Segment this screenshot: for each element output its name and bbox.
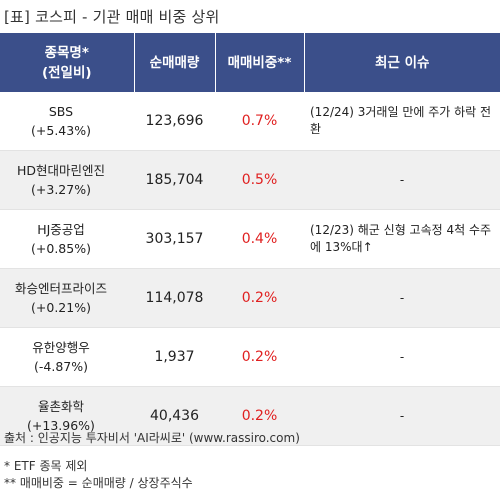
header-ratio: 매매비중**	[215, 33, 305, 92]
issue-cell: -	[304, 268, 500, 328]
ratio-cell: 0.5%	[215, 150, 304, 210]
volume-cell: 185,704	[134, 150, 215, 210]
stock-name: 율촌화학	[37, 399, 84, 414]
ratio-cell: 0.2%	[215, 268, 304, 328]
volume-cell: 303,157	[134, 209, 215, 269]
table-row: HD현대마린엔진 (+3.27%) 185,704 0.5% -	[0, 150, 500, 210]
issue-cell: (12/23) 해군 신형 고속정 4척 수주에 13%대↑	[304, 209, 500, 269]
stock-name: 화승엔터프라이즈	[14, 281, 107, 296]
stock-change: (+0.21%)	[31, 300, 91, 315]
volume-cell: 123,696	[134, 92, 215, 151]
stock-change: (+5.43%)	[31, 123, 91, 138]
trading-table: 종목명* (전일비) 순매매량 매매비중** 최근 이슈 SBS (+5.43%)…	[0, 33, 500, 446]
issue-cell: (12/24) 3거래일 만에 주가 하락 전환	[304, 92, 500, 151]
table-row: SBS (+5.43%) 123,696 0.7% (12/24) 3거래일 만에…	[0, 92, 500, 151]
header-name-sub: (전일비)	[41, 64, 92, 81]
stock-cell: SBS (+5.43%)	[0, 92, 134, 151]
ratio-cell: 0.2%	[215, 327, 304, 387]
stock-name: SBS	[48, 104, 74, 119]
stock-change: (+13.96%)	[27, 418, 95, 433]
table-row: 유한양행우 (-4.87%) 1,937 0.2% -	[0, 327, 500, 387]
stock-name: HD현대마린엔진	[16, 163, 106, 178]
stock-change: (+3.27%)	[31, 182, 91, 197]
stock-change: (+0.85%)	[31, 241, 91, 256]
footnote-ratio: ** 매매비중 = 순매매량 / 상장주식수	[4, 476, 193, 490]
stock-name: 유한양행우	[32, 340, 90, 355]
header-issue: 최근 이슈	[304, 33, 500, 92]
issue-cell: -	[304, 386, 500, 446]
stock-cell: 율촌화학 (+13.96%)	[0, 386, 134, 446]
ratio-cell: 0.7%	[215, 92, 304, 151]
stock-cell: 화승엔터프라이즈 (+0.21%)	[0, 268, 134, 328]
source-text: 출처 : 인공지능 투자비서 'AI라씨로' (www.rassiro.com)	[4, 431, 300, 445]
stock-cell: 유한양행우 (-4.87%)	[0, 327, 134, 387]
table-row: HJ중공업 (+0.85%) 303,157 0.4% (12/23) 해군 신형…	[0, 209, 500, 269]
table-row: 화승엔터프라이즈 (+0.21%) 114,078 0.2% -	[0, 268, 500, 328]
stock-cell: HJ중공업 (+0.85%)	[0, 209, 134, 269]
issue-cell: -	[304, 150, 500, 210]
stock-change: (-4.87%)	[34, 359, 88, 374]
footnote-etf: * ETF 종목 제외	[4, 459, 88, 473]
table-title: [표] 코스피 - 기관 매매 비중 상위	[4, 8, 220, 26]
stock-name: HJ중공업	[37, 222, 85, 237]
header-name: 종목명* (전일비)	[0, 33, 135, 92]
issue-cell: -	[304, 327, 500, 387]
volume-cell: 1,937	[134, 327, 215, 387]
header-name-label: 종목명*	[44, 44, 89, 61]
volume-cell: 114,078	[134, 268, 215, 328]
ratio-cell: 0.4%	[215, 209, 304, 269]
table-row: 율촌화학 (+13.96%) 40,436 0.2% -	[0, 386, 500, 446]
header-volume: 순매매량	[134, 33, 216, 92]
table-header-row: 종목명* (전일비) 순매매량 매매비중** 최근 이슈	[0, 33, 500, 92]
stock-cell: HD현대마린엔진 (+3.27%)	[0, 150, 134, 210]
volume-cell: 40,436	[134, 386, 215, 446]
ratio-cell: 0.2%	[215, 386, 304, 446]
